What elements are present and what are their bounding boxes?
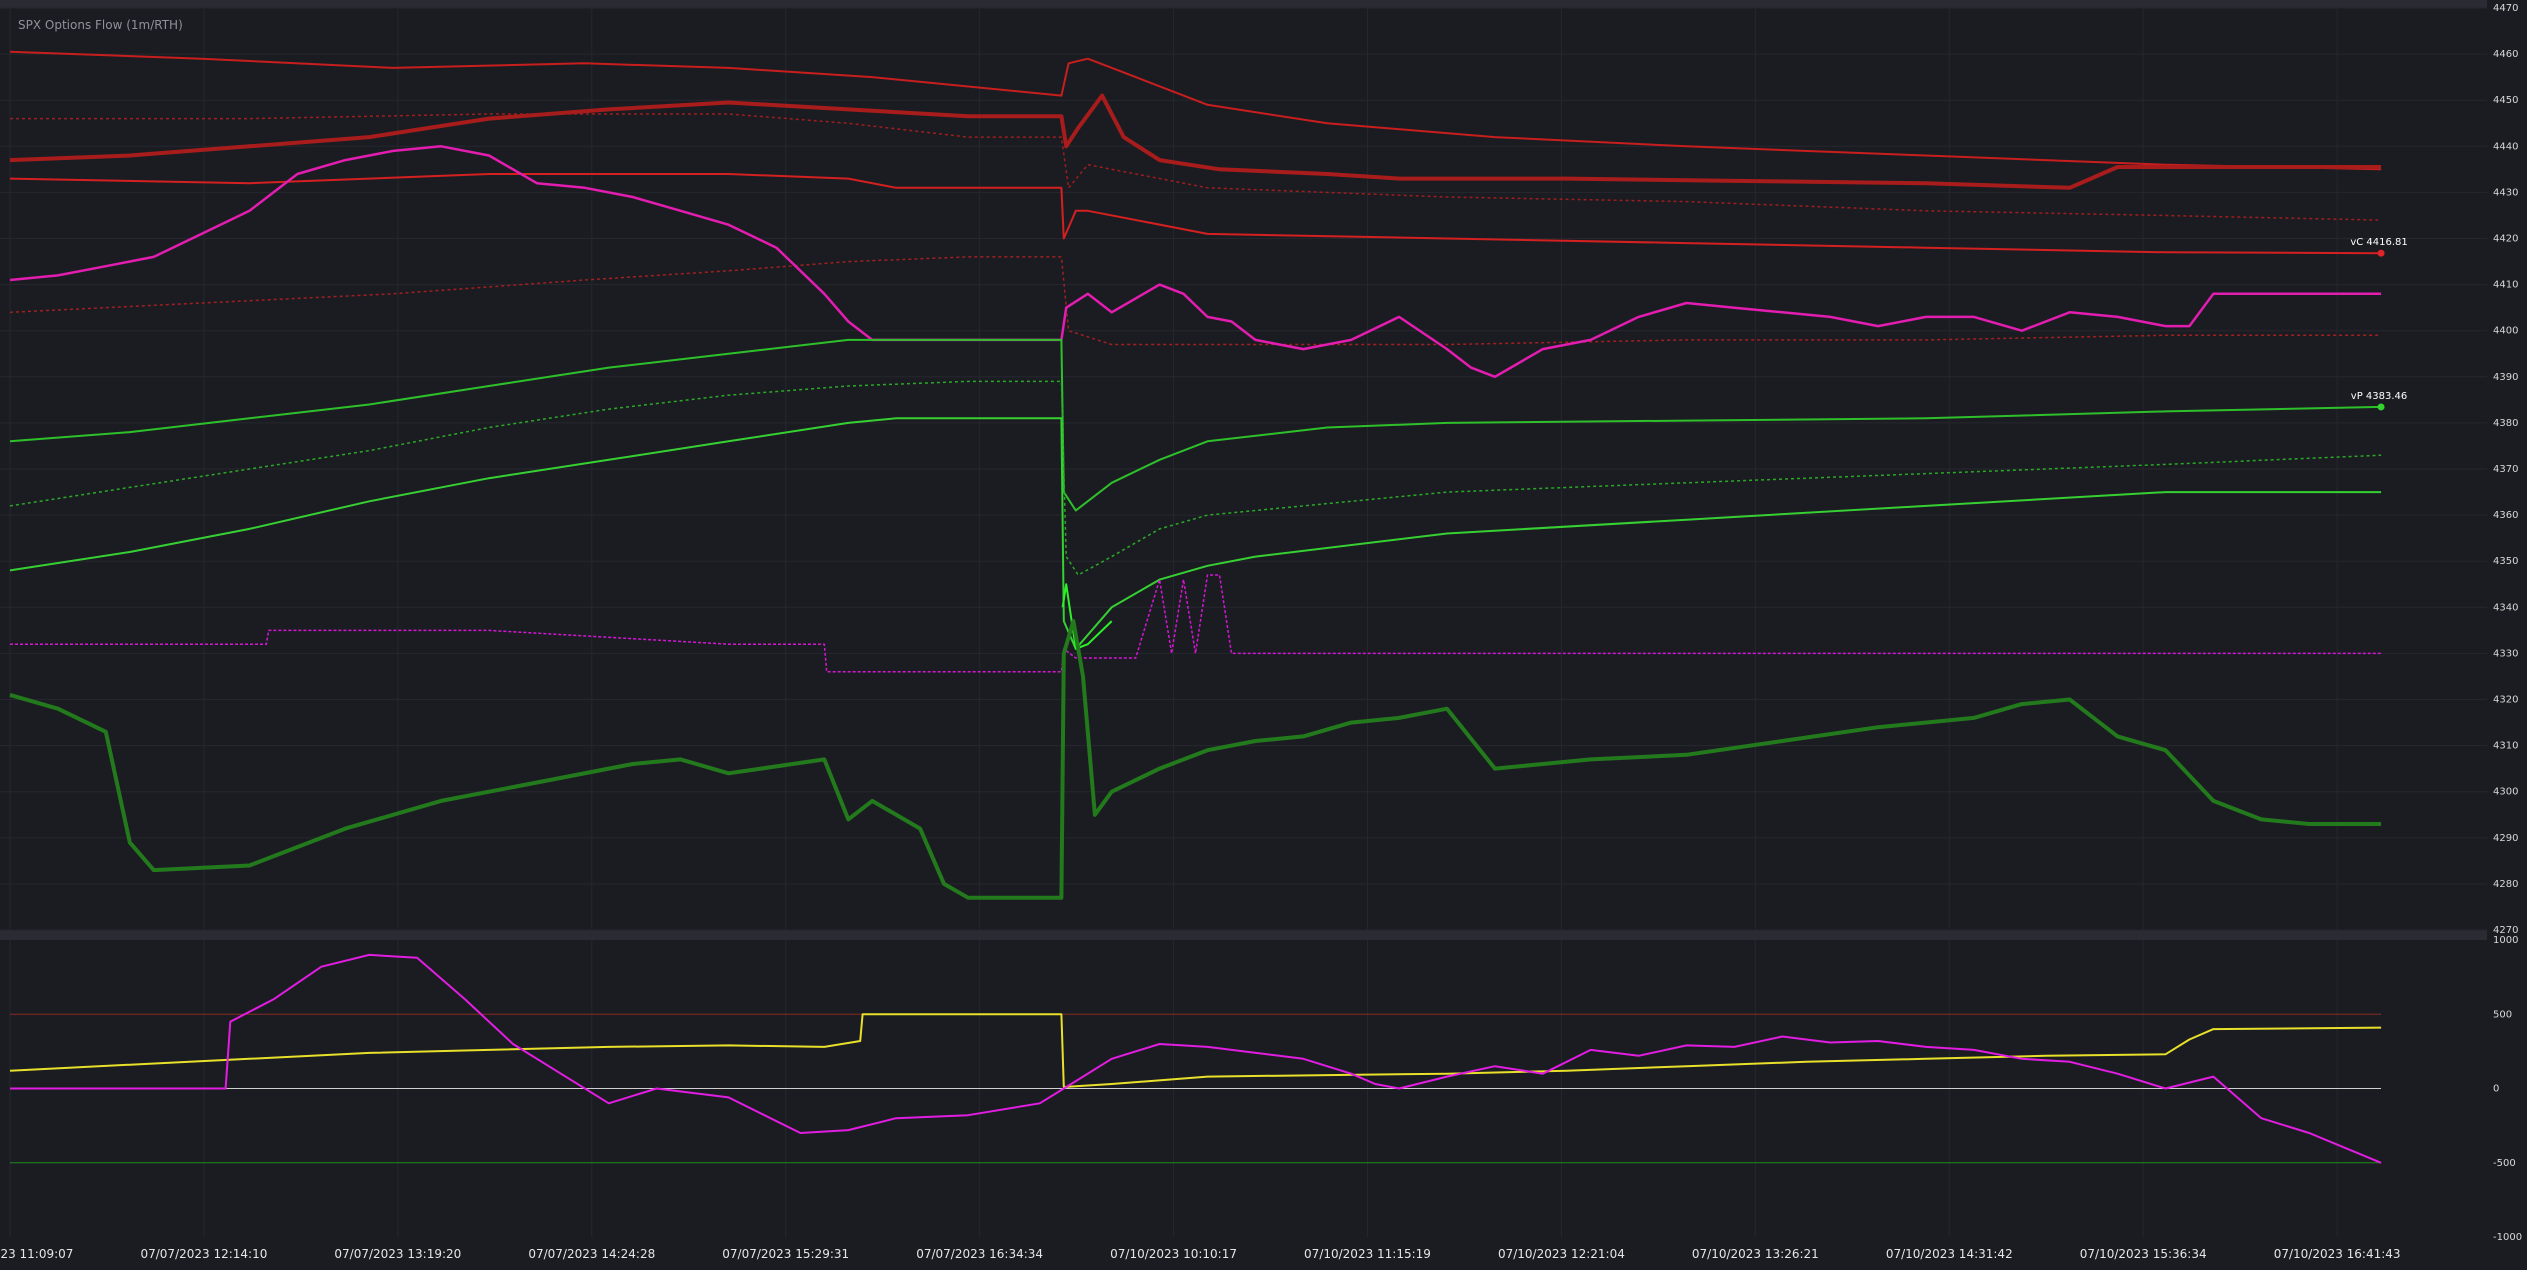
y-tick-label: 4300 <box>2493 787 2518 798</box>
marker-dot <box>2377 249 2385 257</box>
y-tick-label: 4380 <box>2493 418 2518 429</box>
series-call-dotted-lower <box>9 256 2382 346</box>
y-tick-label: 4330 <box>2493 648 2518 659</box>
y-tick-label: 4430 <box>2493 187 2518 198</box>
osc-y-tick-label: 0 <box>2493 1084 2499 1095</box>
series-call-dotted-upper <box>10 113 2382 221</box>
series-magenta-flow <box>10 953 2382 1164</box>
series-price <box>9 145 2382 379</box>
x-tick-label: 07/07/2023 14:24:28 <box>528 1247 655 1261</box>
y-tick-label: 4410 <box>2493 280 2518 291</box>
y-tick-label: 4310 <box>2493 741 2518 752</box>
series-call-wall-mid <box>9 173 2382 255</box>
x-axis: 07/07/2023 11:09:07 07/07/2023 12:14:10 07… <box>0 1247 2401 1261</box>
x-tick-label: 07/10/2023 15:36:34 <box>2080 1247 2207 1261</box>
marker-label: vC 4416.81 <box>2350 237 2407 248</box>
x-tick-label: 07/10/2023 11:15:19 <box>1304 1247 1431 1261</box>
x-tick-label: 07/10/2023 14:31:42 <box>1886 1247 2013 1261</box>
osc-y-tick-label: 1000 <box>2493 935 2518 946</box>
x-tick-label: 07/07/2023 16:34:34 <box>916 1247 1043 1261</box>
y-tick-label: 4340 <box>2493 602 2518 613</box>
oscillator-y-axis: 1000 500 0 -500 -1000 <box>2493 935 2522 1243</box>
y-axis-strip <box>2487 0 2527 1270</box>
series-dark-green-flow <box>9 619 2382 900</box>
series-call-wall-thick <box>9 93 2382 190</box>
y-tick-label: 4390 <box>2493 372 2518 383</box>
x-tick-label: 07/10/2023 13:26:21 <box>1692 1247 1819 1261</box>
oscillator-series-group <box>9 953 2382 1164</box>
y-tick-label: 4290 <box>2493 833 2518 844</box>
y-tick-label: 4350 <box>2493 556 2518 567</box>
x-tick-label: 07/07/2023 15:29:31 <box>722 1247 849 1261</box>
osc-y-tick-label: -500 <box>2493 1158 2516 1169</box>
x-tick-label: 07/10/2023 10:10:17 <box>1110 1247 1237 1261</box>
marker-dot <box>2377 403 2385 411</box>
y-tick-label: 4400 <box>2493 326 2518 337</box>
osc-y-tick-label: -1000 <box>2493 1232 2522 1243</box>
main-grid <box>0 7 2487 931</box>
chart-title: SPX Options Flow (1m/RTH) <box>18 18 183 32</box>
value-markers: vC 4416.81 vP 4383.46 <box>2350 237 2408 411</box>
x-tick-label: 07/07/2023 13:19:20 <box>334 1247 461 1261</box>
x-tick-label: 07/10/2023 16:41:43 <box>2274 1247 2401 1261</box>
x-tick-label: 07/07/2023 12:14:10 <box>140 1247 267 1261</box>
y-tick-label: 4420 <box>2493 234 2518 245</box>
main-y-axis: 4470 4460 4450 4440 4430 4420 4410 4400 4390 4380… <box>2493 3 2518 936</box>
x-tick-label: 07/07/2023 11:09:07 <box>0 1247 73 1261</box>
y-tick-label: 4460 <box>2493 49 2518 60</box>
y-tick-label: 4320 <box>2493 695 2518 706</box>
series-put-wall-mid <box>9 417 2382 650</box>
marker-label: vP 4383.46 <box>2351 391 2407 402</box>
x-tick-label: 07/10/2023 12:21:04 <box>1498 1247 1625 1261</box>
series-yellow-flow <box>9 1013 2382 1088</box>
main-series-group <box>9 50 2382 900</box>
series-magenta-dotted <box>10 574 2382 673</box>
y-tick-label: 4270 <box>2493 925 2518 936</box>
y-tick-label: 4360 <box>2493 510 2518 521</box>
y-tick-label: 4470 <box>2493 3 2518 14</box>
y-tick-label: 4280 <box>2493 879 2518 890</box>
y-tick-label: 4370 <box>2493 464 2518 475</box>
osc-y-tick-label: 500 <box>2493 1009 2512 1020</box>
x-axis-strip <box>0 1237 2527 1270</box>
series-put-bright-spike <box>1061 583 1113 650</box>
y-tick-label: 4450 <box>2493 95 2518 106</box>
oscillator-reference-lines <box>10 1013 2382 1164</box>
series-call-wall-top <box>9 50 2382 171</box>
series-put-dotted <box>9 380 2382 576</box>
y-tick-label: 4440 <box>2493 141 2518 152</box>
